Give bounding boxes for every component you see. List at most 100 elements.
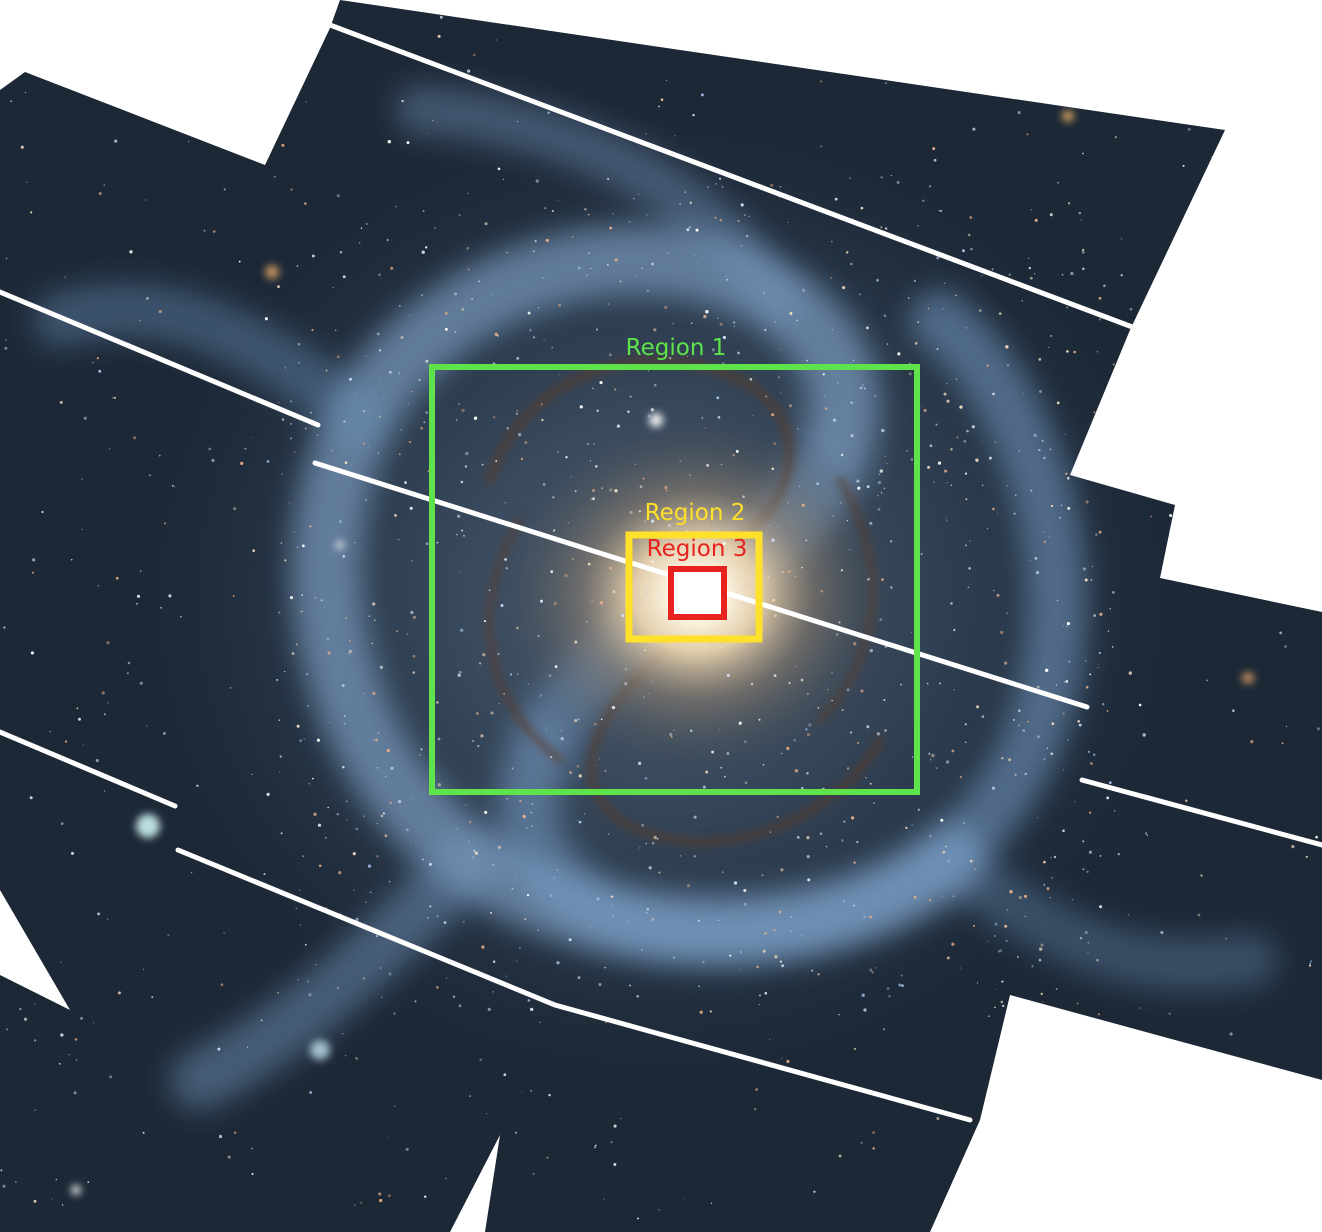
star — [290, 188, 293, 191]
star — [629, 510, 633, 515]
star — [779, 186, 781, 188]
star — [898, 983, 902, 987]
star — [986, 527, 989, 529]
star — [367, 864, 372, 868]
star — [1016, 956, 1019, 958]
star — [363, 442, 366, 445]
star — [304, 427, 307, 430]
star — [595, 764, 597, 766]
star — [472, 53, 476, 57]
star — [834, 197, 838, 201]
star — [846, 688, 850, 692]
star — [805, 728, 808, 731]
star — [384, 834, 388, 838]
star — [289, 437, 293, 440]
star — [820, 589, 824, 593]
star — [1067, 202, 1071, 205]
star — [1114, 136, 1117, 139]
star — [1089, 673, 1092, 676]
star — [1006, 484, 1008, 487]
star — [425, 246, 428, 249]
star — [492, 960, 496, 964]
star — [816, 482, 820, 486]
star — [266, 459, 270, 463]
star — [394, 513, 397, 517]
star — [1021, 299, 1024, 302]
star — [4, 338, 7, 341]
star — [866, 725, 870, 729]
star — [345, 800, 348, 803]
star — [599, 601, 604, 605]
star — [856, 840, 859, 844]
star — [401, 99, 404, 103]
star — [381, 996, 383, 998]
star — [831, 699, 833, 702]
star — [797, 427, 799, 430]
star — [505, 567, 508, 570]
star — [167, 934, 170, 937]
star — [721, 646, 723, 648]
star — [845, 251, 849, 254]
star — [83, 416, 87, 420]
star — [772, 598, 775, 602]
star — [889, 540, 893, 543]
star — [1038, 358, 1042, 361]
star — [577, 819, 579, 821]
star — [586, 274, 588, 276]
star — [80, 1017, 83, 1020]
star — [866, 326, 869, 330]
star — [342, 765, 345, 769]
star — [307, 980, 309, 983]
star — [1000, 630, 1004, 635]
star — [732, 453, 735, 457]
star — [769, 1038, 771, 1040]
star — [30, 211, 33, 214]
star — [939, 209, 943, 213]
star — [1033, 273, 1036, 275]
star — [869, 915, 872, 919]
star — [503, 692, 506, 695]
star — [338, 871, 342, 875]
star — [669, 357, 672, 360]
star — [624, 668, 627, 671]
star — [926, 682, 929, 685]
region-1-box[interactable] — [429, 364, 920, 795]
star — [1037, 685, 1040, 689]
star — [1050, 504, 1054, 508]
star — [714, 216, 717, 219]
star — [398, 800, 402, 804]
star — [505, 975, 507, 977]
star — [643, 649, 646, 652]
star — [545, 238, 549, 242]
star — [497, 167, 501, 171]
star — [779, 910, 782, 914]
star — [612, 590, 616, 594]
star — [946, 760, 950, 764]
star — [1112, 363, 1115, 366]
star — [553, 876, 556, 879]
star — [745, 234, 749, 238]
star — [504, 558, 507, 561]
region-2-box[interactable] — [625, 531, 763, 643]
star — [869, 521, 873, 525]
star — [874, 394, 877, 397]
star — [112, 397, 114, 399]
star — [608, 353, 612, 357]
star — [955, 294, 957, 297]
star — [1046, 887, 1050, 891]
star — [603, 1198, 605, 1200]
star — [326, 638, 330, 641]
star — [1039, 947, 1043, 951]
star — [87, 1181, 90, 1183]
star — [943, 392, 947, 396]
star — [922, 199, 925, 202]
star — [308, 783, 310, 785]
star — [302, 855, 305, 858]
region-3-box[interactable] — [668, 566, 727, 620]
star — [886, 987, 890, 990]
star — [859, 386, 863, 390]
star — [879, 618, 883, 621]
star — [49, 730, 52, 733]
star — [755, 1087, 759, 1092]
star — [965, 544, 967, 547]
